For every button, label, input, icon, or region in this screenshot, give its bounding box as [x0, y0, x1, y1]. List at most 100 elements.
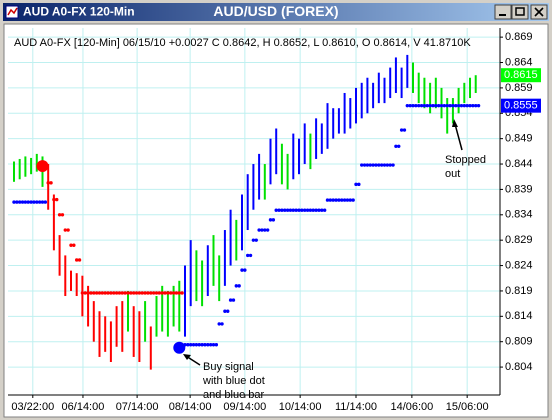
- stop-dot: [171, 291, 176, 295]
- stop-dot: [52, 197, 56, 202]
- stop-dot: [471, 103, 475, 108]
- stop-dot: [360, 163, 364, 167]
- y-tick-label: 0.804: [505, 361, 533, 373]
- stop-dot: [186, 343, 190, 347]
- stop-dot: [431, 103, 435, 108]
- stop-dot: [74, 258, 79, 262]
- annotation: Buy signal: [203, 361, 254, 373]
- stop-dot: [465, 103, 469, 108]
- stop-dot: [283, 208, 287, 212]
- x-tick-label: 09/14:00: [223, 401, 266, 413]
- stop-dot: [439, 103, 444, 108]
- stop-dot: [314, 208, 318, 212]
- price-box: [501, 68, 541, 83]
- stop-dot: [169, 291, 173, 295]
- stop-dot: [89, 291, 93, 295]
- x-tick-label: 11/14:00: [335, 401, 377, 413]
- annotation-arrowhead: [183, 354, 191, 360]
- stop-dot: [12, 200, 16, 204]
- stop-dot: [474, 103, 478, 108]
- stop-dot: [417, 103, 421, 108]
- stop-dot: [260, 228, 264, 232]
- stop-dot: [419, 103, 424, 108]
- stop-dot: [414, 103, 418, 108]
- y-tick-label: 0.814: [505, 310, 533, 322]
- stop-dot: [448, 103, 452, 108]
- stop-dot: [203, 343, 207, 347]
- stop-dot: [271, 218, 276, 222]
- stop-dot: [459, 103, 464, 108]
- stop-dot: [251, 238, 256, 242]
- stop-dot: [55, 197, 59, 202]
- close-glyph: [534, 7, 544, 17]
- stop-dot: [17, 200, 22, 204]
- stop-dot: [385, 163, 390, 167]
- stop-dot: [29, 200, 33, 204]
- stop-dot: [106, 291, 110, 295]
- price-box-label: 0.8555: [504, 100, 538, 112]
- x-tick-label: 15/06:00: [446, 401, 489, 413]
- stop-dot: [220, 322, 224, 326]
- stop-dot: [254, 238, 258, 242]
- x-tick-label: 10/14:00: [279, 401, 322, 413]
- stop-dot: [257, 228, 261, 232]
- stop-dot: [345, 198, 350, 202]
- x-tick-label: 07/14:00: [116, 401, 159, 413]
- stop-dot: [340, 198, 344, 202]
- y-tick-label: 0.809: [505, 336, 533, 348]
- stop-dot: [177, 291, 181, 295]
- stop-dot: [456, 103, 461, 108]
- stop-dot: [60, 213, 65, 217]
- stop-dot: [428, 103, 432, 108]
- stop-dot: [129, 291, 133, 295]
- maximize-glyph: [515, 7, 525, 16]
- stop-dot: [15, 200, 19, 204]
- stop-dot: [308, 208, 313, 212]
- stop-dot: [231, 298, 236, 302]
- stop-dot: [294, 208, 298, 212]
- stop-dot: [476, 103, 481, 108]
- info-line: AUD A0-FX [120-Min] 06/15/10 +0.0027 C 0…: [14, 37, 471, 49]
- window-buttons: [494, 4, 548, 20]
- stop-dot: [436, 103, 441, 108]
- stop-dot: [49, 181, 53, 185]
- stop-dot: [248, 253, 253, 258]
- stop-dot: [117, 291, 122, 295]
- y-tick-label: 0.844: [505, 158, 533, 170]
- annotation: with blue dot: [202, 375, 265, 387]
- stop-dot: [63, 228, 67, 232]
- y-tick-label: 0.859: [505, 82, 533, 94]
- stop-dot: [206, 343, 210, 347]
- stop-dot: [291, 208, 296, 212]
- stop-dot: [445, 103, 449, 108]
- plot: 0.8690.8640.8590.8540.8490.8440.8390.834…: [8, 28, 541, 413]
- stop-dot: [379, 163, 384, 167]
- stop-dot: [180, 291, 184, 295]
- x-tick-label: 06/14:00: [62, 401, 105, 413]
- stop-dot: [468, 103, 472, 108]
- annotation-arrow: [454, 123, 463, 151]
- maximize-button[interactable]: [511, 4, 529, 20]
- stop-dot: [454, 103, 458, 108]
- stop-dot: [163, 291, 167, 295]
- stop-dot: [277, 208, 281, 212]
- stop-dot: [160, 291, 164, 295]
- stop-dot: [351, 198, 355, 202]
- stop-dot: [274, 208, 278, 212]
- y-tick-label: 0.824: [505, 259, 533, 271]
- stop-dot: [388, 163, 392, 167]
- price-box-label: 0.8615: [504, 69, 538, 81]
- stop-dot: [317, 208, 321, 212]
- stop-dot: [157, 291, 162, 295]
- minimize-button[interactable]: [494, 4, 512, 20]
- stop-dot: [320, 208, 324, 212]
- stop-dot: [120, 291, 124, 295]
- stop-dot: [194, 343, 199, 347]
- stop-dot: [226, 309, 230, 313]
- x-tick-label: 03/22:00: [11, 401, 54, 413]
- stop-dot: [134, 291, 139, 295]
- stop-dot: [188, 343, 193, 347]
- stop-dot: [146, 291, 150, 295]
- stop-dot: [57, 213, 62, 217]
